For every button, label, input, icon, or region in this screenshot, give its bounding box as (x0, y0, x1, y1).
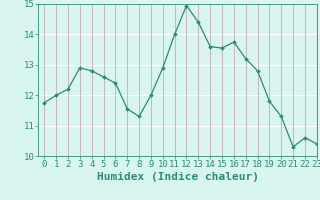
X-axis label: Humidex (Indice chaleur): Humidex (Indice chaleur) (97, 172, 259, 182)
